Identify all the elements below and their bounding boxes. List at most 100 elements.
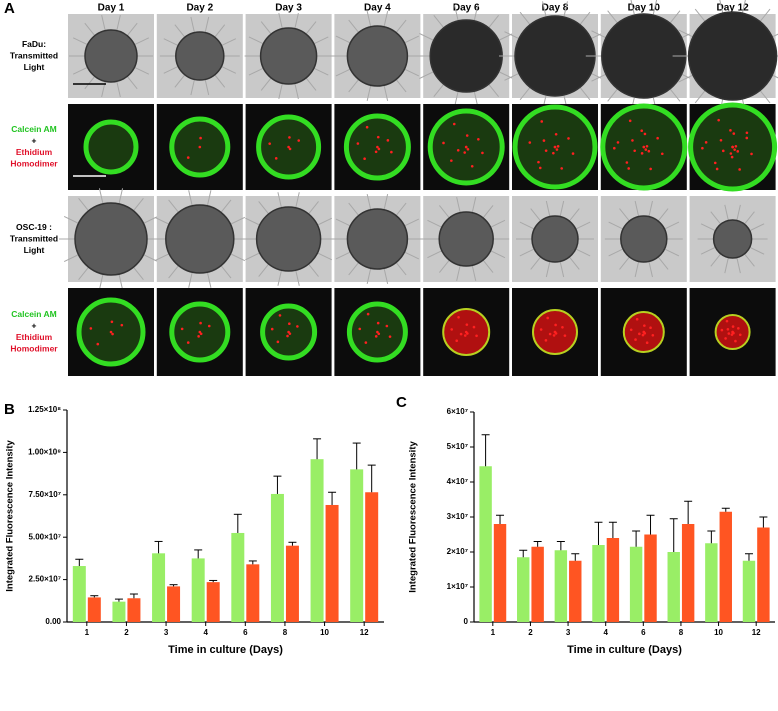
texture (395, 79, 407, 93)
texture (383, 194, 389, 210)
dot (745, 136, 749, 140)
micrograph (499, 1, 611, 111)
dot (720, 328, 724, 332)
texture (78, 266, 89, 280)
y-axis-label: Integrated Fluorescence Intensity (5, 440, 16, 592)
dot (736, 150, 740, 153)
micrograph (68, 14, 154, 98)
texture (188, 272, 193, 288)
micrograph (600, 288, 687, 376)
dot (643, 324, 646, 327)
dot (288, 136, 291, 139)
texture (759, 90, 771, 104)
micrograph (156, 14, 243, 98)
texture (154, 216, 170, 225)
x-tick-label: 3 (164, 628, 169, 637)
texture (63, 215, 79, 224)
dot (644, 148, 648, 151)
texture (772, 74, 778, 79)
texture (295, 270, 300, 286)
y-tick-label: 5.00×10⁷ (29, 532, 61, 541)
bar (705, 543, 718, 622)
texture (419, 71, 434, 80)
bar (127, 598, 141, 622)
error-bar (684, 500, 693, 524)
micrograph (689, 196, 776, 282)
dot (110, 320, 114, 324)
texture (694, 90, 706, 104)
bar (350, 469, 364, 622)
texture (335, 218, 351, 227)
bar (667, 552, 680, 622)
texture (579, 86, 591, 101)
error-bar (632, 530, 641, 547)
texture (78, 198, 89, 212)
dot (553, 145, 557, 149)
bar (270, 493, 284, 622)
texture (220, 199, 232, 213)
texture (163, 38, 179, 47)
bar (757, 527, 770, 622)
dot (276, 340, 280, 344)
micrograph (156, 104, 243, 190)
dot (556, 145, 560, 148)
micrograph (423, 104, 510, 190)
texture (248, 36, 264, 45)
texture (608, 221, 624, 230)
row-label: OSC-19 : (16, 222, 52, 232)
texture (395, 202, 407, 216)
row-label: Light (24, 245, 45, 255)
texture (308, 201, 319, 215)
texture (163, 65, 179, 74)
texture (471, 196, 477, 213)
micrograph (334, 104, 421, 190)
dot (640, 129, 644, 133)
dot (207, 324, 211, 328)
dot (544, 339, 548, 342)
error-bar (608, 521, 617, 538)
bar (479, 466, 492, 622)
texture (664, 221, 680, 230)
error-bar (273, 475, 282, 494)
error-bar (129, 593, 138, 599)
dot (540, 120, 544, 123)
dot (456, 148, 460, 152)
texture (619, 208, 630, 222)
micrograph (600, 103, 688, 191)
texture (204, 16, 210, 33)
dot (286, 334, 289, 338)
texture (456, 265, 461, 282)
dot (649, 167, 652, 171)
x-tick-label: 6 (641, 628, 646, 637)
y-tick-label: 6×10⁷ (447, 407, 468, 416)
dot (377, 332, 381, 336)
row-label: Calcein AM (11, 309, 57, 319)
texture (438, 259, 450, 273)
bar (569, 560, 582, 622)
micrograph (240, 192, 337, 286)
texture (245, 252, 260, 261)
error-bar (248, 560, 257, 565)
bar (87, 597, 101, 622)
bar (112, 601, 126, 622)
error-bar (233, 513, 242, 533)
texture (607, 88, 619, 102)
y-tick-label: 3×10⁷ (447, 512, 468, 521)
texture (634, 261, 640, 278)
micrograph (672, 0, 778, 115)
y-tick-label: 2×10⁷ (447, 547, 468, 556)
row-label: + (32, 136, 37, 146)
texture (214, 74, 226, 88)
dot (552, 334, 556, 337)
error-bar (571, 553, 580, 561)
bar (606, 538, 620, 622)
dot (745, 131, 749, 135)
dot (645, 144, 649, 148)
dot (701, 146, 704, 150)
bar (191, 558, 205, 622)
dot (89, 327, 93, 330)
texture (488, 15, 500, 29)
bar (246, 564, 260, 622)
panel-label: A (4, 0, 15, 17)
texture (490, 219, 506, 228)
